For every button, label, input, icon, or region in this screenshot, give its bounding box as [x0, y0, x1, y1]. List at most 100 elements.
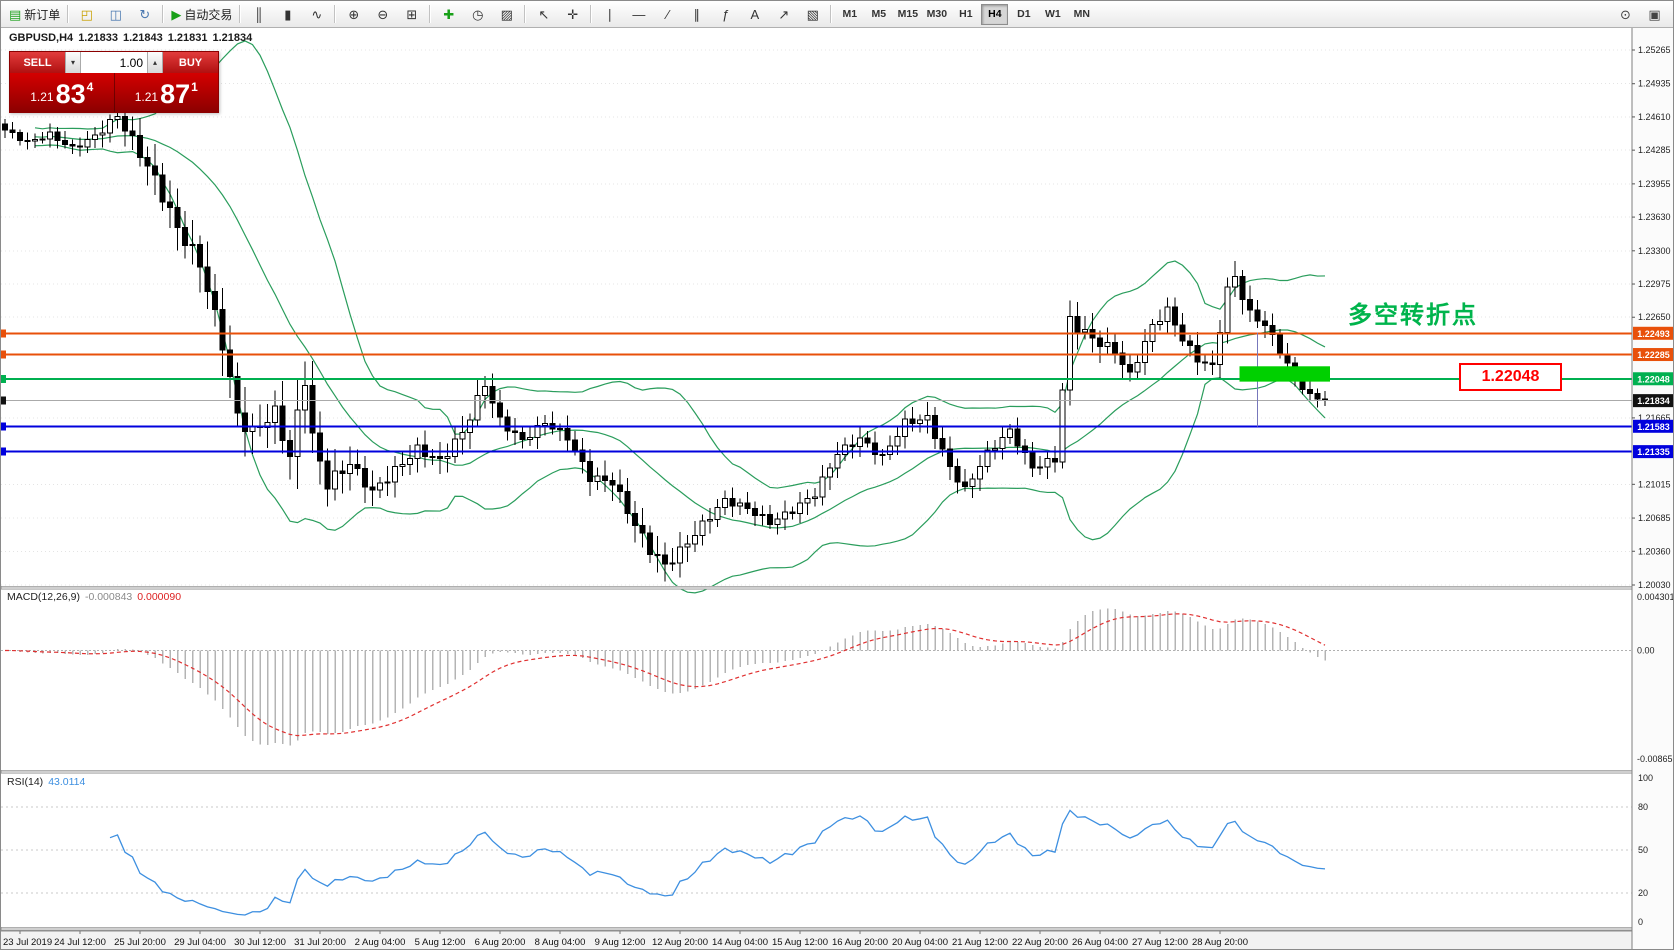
periods-button[interactable]: ◷: [463, 3, 492, 26]
svg-text:23 Jul 2019: 23 Jul 2019: [3, 937, 52, 948]
text-label-button[interactable]: A: [740, 3, 769, 26]
svg-text:0.00: 0.00: [1637, 646, 1655, 656]
volume-up-icon[interactable]: ▴: [147, 52, 163, 73]
pane-separator[interactable]: [1, 926, 1674, 931]
macd-axis-labels: 0.004301 0.00 -0.008651: [1637, 592, 1673, 764]
macd-main-value: -0.000843: [84, 591, 133, 603]
timeframe-mn-button[interactable]: MN: [1073, 8, 1090, 20]
timeframe-h1-button[interactable]: H1: [959, 8, 973, 20]
shapes-icon: ▧: [806, 6, 819, 22]
equidistant-channel-icon: ∥: [693, 6, 701, 22]
zoom-in-button[interactable]: ⊕: [339, 3, 368, 26]
templates-icon: ▨: [500, 6, 513, 22]
toolbar: ▤ 新订单 ◰ ◫ ↻ ▶ 自动交易 ║ ▮ ∿ ⊕ ⊖ ⊞ ✚ ◷ ▨ ↖ ✛ ∣ ― ∕ ∥ ƒ A ↗ ▧ M1 M5 M15 M3…: [1, 1, 1673, 28]
svg-text:2 Aug 04:00: 2 Aug 04:00: [355, 937, 406, 948]
chart-area: 23 Jul 2019 24 Jul 12:00 25 Jul 20:00 29 Ju…: [1, 28, 1674, 950]
svg-text:1.20030: 1.20030: [1638, 580, 1671, 590]
cursor-icon: ↖: [538, 6, 550, 22]
svg-text:16 Aug 20:00: 16 Aug 20:00: [832, 937, 888, 948]
svg-text:20: 20: [1638, 888, 1648, 898]
horizontal-line-button[interactable]: ―: [624, 3, 653, 26]
price-chart-canvas[interactable]: 23 Jul 2019 24 Jul 12:00 25 Jul 20:00 29 Ju…: [1, 28, 1674, 950]
crosshair-button[interactable]: ✛: [558, 3, 587, 26]
rsi-value: 43.0114: [48, 776, 86, 788]
svg-text:1.23300: 1.23300: [1638, 246, 1671, 256]
svg-text:12 Aug 20:00: 12 Aug 20:00: [652, 937, 708, 948]
trade-panel-prices: 1.21 83 4 1.21 87 1: [10, 73, 218, 112]
macd-name: MACD(12,26,9): [7, 591, 80, 603]
timeframe-h4-button[interactable]: H4: [981, 3, 1009, 25]
date-axis[interactable]: [1, 931, 1674, 950]
line-chart-button[interactable]: ∿: [302, 3, 331, 26]
bar-chart-button[interactable]: ║: [244, 3, 273, 26]
timeframe-m1-button[interactable]: M1: [842, 8, 858, 20]
shapes-button[interactable]: ▧: [798, 3, 827, 26]
svg-text:21 Aug 12:00: 21 Aug 12:00: [952, 937, 1008, 948]
svg-text:1.21015: 1.21015: [1638, 479, 1671, 489]
svg-text:30 Jul 12:00: 30 Jul 12:00: [234, 937, 286, 948]
new-window-button[interactable]: ▣: [1640, 3, 1669, 26]
toolbar-separator: [429, 5, 432, 23]
svg-text:6 Aug 20:00: 6 Aug 20:00: [475, 937, 526, 948]
highlight-zone[interactable]: [1239, 366, 1331, 382]
vertical-line-button[interactable]: ∣: [595, 3, 624, 26]
timeframe-d1-button[interactable]: D1: [1017, 8, 1031, 20]
toolbar-separator: [239, 5, 242, 23]
auto-trading-label: 自动交易: [184, 7, 233, 22]
new-order-button[interactable]: ▤ 新订单: [5, 3, 64, 26]
equidistant-channel-button[interactable]: ∥: [682, 3, 711, 26]
svg-text:1.22285: 1.22285: [1637, 350, 1670, 360]
volume-input[interactable]: [81, 52, 147, 73]
svg-text:14 Aug 04:00: 14 Aug 04:00: [712, 937, 768, 948]
pane-separator[interactable]: [1, 585, 1674, 590]
symbol-ohlc-bar: GBPUSD,H4 1.21833 1.21843 1.21831 1.21834: [9, 32, 257, 44]
tile-windows-icon: ⊞: [406, 6, 418, 22]
zoom-out-button[interactable]: ⊖: [368, 3, 397, 26]
svg-text:1.22650: 1.22650: [1638, 312, 1671, 322]
arrows-button[interactable]: ↗: [769, 3, 798, 26]
profiles-button[interactable]: ◫: [101, 3, 130, 26]
fibonacci-button[interactable]: ƒ: [711, 3, 740, 26]
svg-text:1.20360: 1.20360: [1638, 546, 1671, 556]
candlestick-chart-button[interactable]: ▮: [273, 3, 302, 26]
bid-price-button[interactable]: 1.21 83 4: [10, 73, 114, 112]
refresh-button[interactable]: ↻: [130, 3, 159, 26]
turning-point-annotation[interactable]: 多空转折点: [1348, 302, 1478, 329]
svg-text:50: 50: [1638, 845, 1648, 855]
horizontal-level-lines[interactable]: [1, 329, 1632, 456]
cursor-button[interactable]: ↖: [529, 3, 558, 26]
bid-pip-digit: 4: [86, 80, 94, 94]
ask-price-button[interactable]: 1.21 87 1: [115, 73, 219, 112]
magnifier-button[interactable]: ⊙: [1611, 3, 1640, 26]
open-file-button[interactable]: ◰: [72, 3, 101, 26]
sell-button[interactable]: SELL: [10, 52, 65, 73]
svg-text:29 Jul 04:00: 29 Jul 04:00: [174, 937, 226, 948]
buy-button[interactable]: BUY: [163, 52, 218, 73]
pane-separator[interactable]: [1, 769, 1674, 774]
timeframe-m30-button[interactable]: M30: [926, 8, 948, 20]
timeframe-m15-button[interactable]: M15: [897, 8, 919, 20]
indicators-button[interactable]: ✚: [434, 3, 463, 26]
svg-text:25 Jul 20:00: 25 Jul 20:00: [114, 937, 166, 948]
svg-text:28 Aug 20:00: 28 Aug 20:00: [1192, 937, 1248, 948]
timeframe-w1-button[interactable]: W1: [1044, 8, 1061, 20]
volume-dropdown-icon[interactable]: ▾: [65, 52, 81, 73]
crosshair-icon: ✛: [567, 6, 579, 22]
price-axis[interactable]: [1632, 28, 1674, 950]
templates-button[interactable]: ▨: [492, 3, 521, 26]
tile-windows-button[interactable]: ⊞: [397, 3, 426, 26]
horizontal-line-icon: ―: [632, 6, 646, 22]
trade-panel-controls: SELL ▾ ▴ BUY: [10, 52, 218, 73]
zoom-out-icon: ⊖: [377, 6, 389, 22]
svg-text:1.21665: 1.21665: [1638, 413, 1671, 423]
auto-trading-button[interactable]: ▶ 自动交易: [167, 3, 236, 26]
trendline-button[interactable]: ∕: [653, 3, 682, 26]
macd-histogram: [11, 608, 1326, 746]
price-callout-box[interactable]: 1.22048: [1459, 363, 1562, 391]
price-axis-tags: 1.22493 1.22285 1.22048 1.21834 1.21583 1.213…: [1633, 326, 1673, 459]
svg-text:1.20685: 1.20685: [1638, 513, 1671, 523]
macd-indicator-label: MACD(12,26,9) -0.000843 0.000090: [7, 591, 186, 603]
timeframe-m5-button[interactable]: M5: [871, 8, 887, 20]
svg-text:26 Aug 04:00: 26 Aug 04:00: [1072, 937, 1128, 948]
